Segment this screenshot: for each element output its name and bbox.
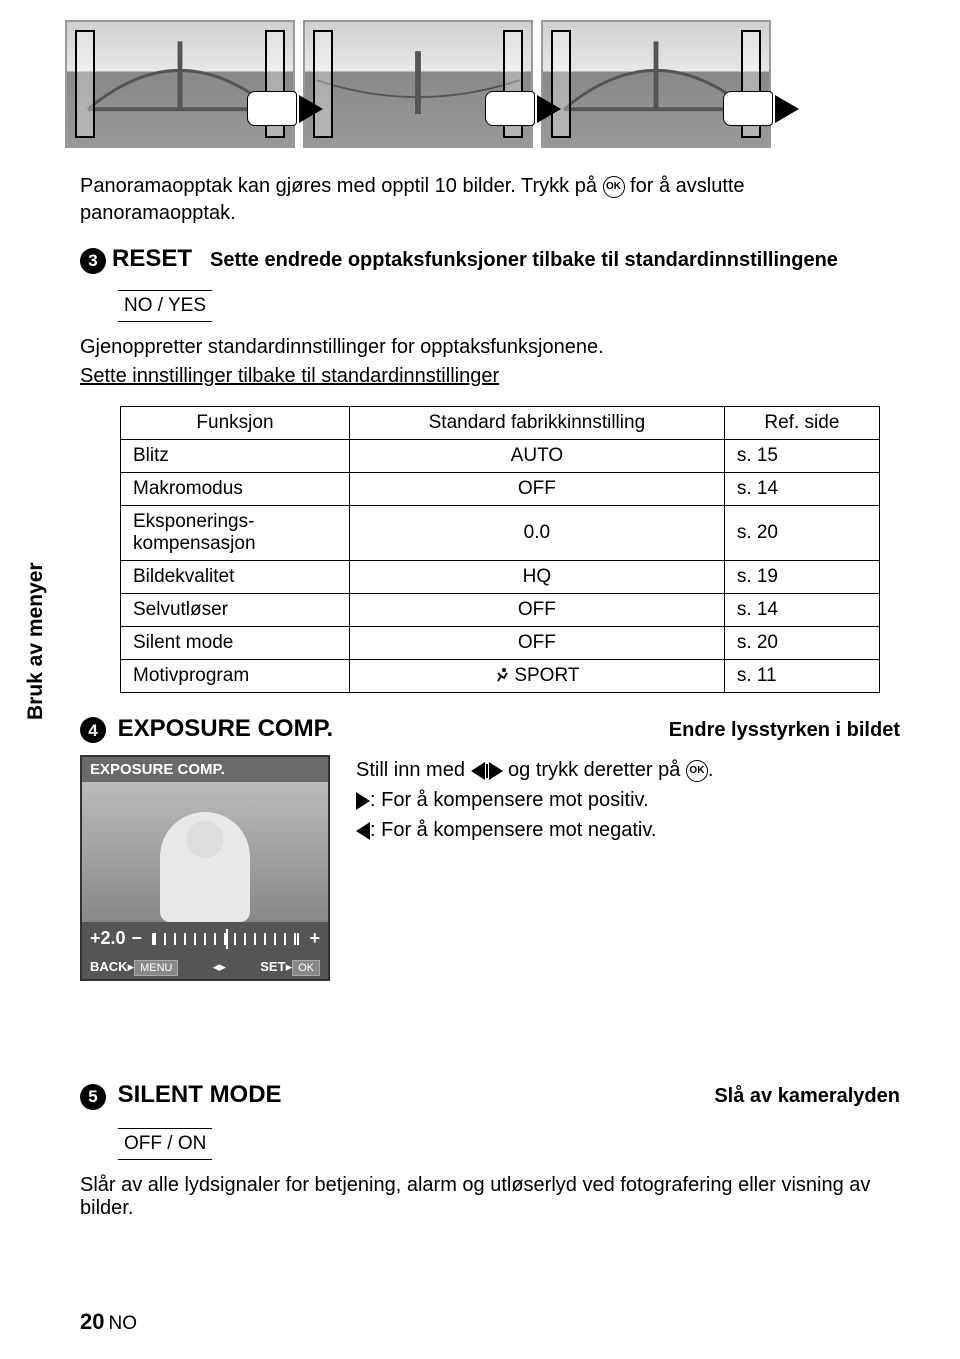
panorama-frame-2 <box>303 20 533 148</box>
panorama-illustration <box>65 20 900 148</box>
sport-icon <box>494 667 510 683</box>
arrow-right-icon <box>537 95 561 123</box>
section3-desc: Gjenoppretter standardinnstillinger for … <box>80 336 900 359</box>
section-number-5: 5 <box>80 1084 106 1110</box>
reset-table: Funksjon Standard fabrikkinnstilling Ref… <box>120 406 880 693</box>
section3-subtitle: Sette endrede opptaksfunksjoner tilbake … <box>210 249 838 272</box>
camera-image <box>82 782 328 922</box>
ok-icon: OK <box>603 176 625 198</box>
table-header: Standard fabrikkinnstilling <box>349 406 724 439</box>
section5-right: Slå av kameralyden <box>714 1085 900 1108</box>
table-row: MakromodusOFFs. 14 <box>121 472 880 505</box>
table-row: Eksponerings-kompensasjon0.0s. 20 <box>121 505 880 560</box>
section3-title: RESET <box>112 245 192 273</box>
panorama-note: Panoramaopptak kan gjøres med opptil 10 … <box>80 173 900 227</box>
section5-options: OFF / ON <box>118 1128 212 1160</box>
table-header: Funksjon <box>121 406 350 439</box>
ok-icon: OK <box>686 760 708 782</box>
section3-options: NO / YES <box>118 290 212 322</box>
exposure-scale <box>152 933 299 945</box>
ok-tag: OK <box>292 960 320 976</box>
section3-underline: Sette innstillinger tilbake til standard… <box>80 365 900 388</box>
section5-desc: Slår av alle lydsignaler for betjening, … <box>80 1174 900 1220</box>
minus-icon: − <box>132 928 143 949</box>
section-number-4: 4 <box>80 717 106 743</box>
section5-header: 5 SILENT MODE Slå av kameralyden <box>80 1081 900 1110</box>
plus-icon: + <box>309 928 320 949</box>
table-header: Ref. side <box>724 406 879 439</box>
table-row: MotivprogramSPORTs. 11 <box>121 659 880 692</box>
section4-header: 4 EXPOSURE COMP. Endre lysstyrken i bild… <box>80 715 900 744</box>
right-triangle-icon <box>356 792 370 810</box>
menu-tag: MENU <box>134 960 178 976</box>
section4-title: EXPOSURE COMP. <box>118 715 334 742</box>
table-row: Silent modeOFFs. 20 <box>121 626 880 659</box>
exposure-value: +2.0 <box>90 928 126 949</box>
lr-arrows-icon: ◂▸ <box>213 959 226 975</box>
camera-preview: EXPOSURE COMP. +2.0 − + BACK▸MENU ◂▸ SET… <box>80 755 330 981</box>
right-triangle-icon <box>489 762 503 780</box>
section-number-3: 3 <box>80 248 106 274</box>
panorama-frame-1 <box>65 20 295 148</box>
table-row: SelvutløserOFFs. 14 <box>121 593 880 626</box>
left-triangle-icon <box>356 822 370 840</box>
section4-instructions: Still inn med og trykk deretter på OK. :… <box>356 755 900 845</box>
section5-title: SILENT MODE <box>118 1081 282 1108</box>
arrow-right-icon <box>775 95 799 123</box>
table-row: BildekvalitetHQs. 19 <box>121 560 880 593</box>
section4-right: Endre lysstyrken i bildet <box>669 719 900 742</box>
page-footer: 20NO <box>80 1309 137 1335</box>
set-label: SET <box>260 959 285 974</box>
arrow-right-icon <box>299 95 323 123</box>
back-label: BACK <box>90 959 128 974</box>
panorama-frame-3 <box>541 20 771 148</box>
side-tab-label: Bruk av menyer <box>24 562 48 720</box>
table-row: BlitzAUTOs. 15 <box>121 439 880 472</box>
section3-header: 3 RESET Sette endrede opptaksfunksjoner … <box>80 245 900 274</box>
camera-title: EXPOSURE COMP. <box>82 757 328 782</box>
left-triangle-icon <box>471 762 485 780</box>
